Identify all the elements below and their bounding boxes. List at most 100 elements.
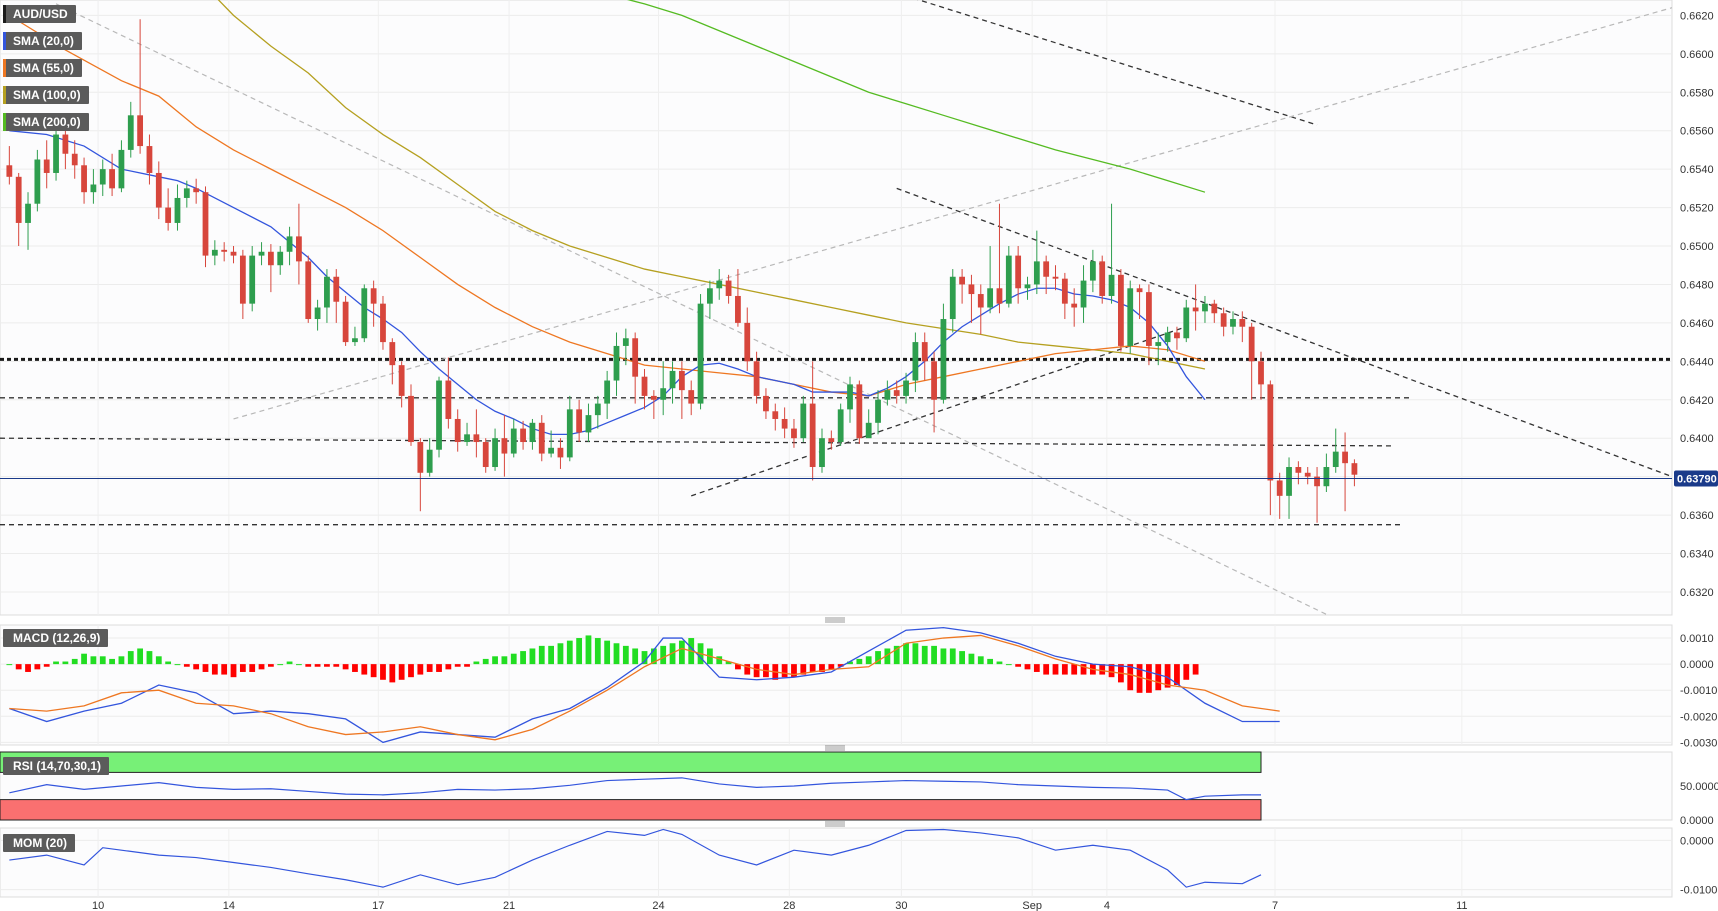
candle-body [725, 280, 732, 296]
macd-histogram-bar [903, 643, 909, 665]
macd-y-tick-label: -0.0010 [1680, 685, 1717, 697]
candle-body [454, 418, 461, 443]
legend-item-sma55[interactable]: SMA (55,0) [3, 59, 82, 77]
legend-swatch [3, 86, 6, 104]
candle-body [6, 165, 13, 177]
pane-resize-handle[interactable] [825, 617, 845, 623]
candle-body [501, 438, 508, 454]
x-tick-label: 17 [372, 900, 384, 911]
candle-body [604, 380, 611, 404]
macd-histogram-bar [155, 656, 162, 665]
macd-histogram-bar [594, 638, 601, 665]
macd-histogram-bar [296, 664, 302, 666]
macd-histogram-bar [324, 664, 330, 667]
x-tick-label: 14 [223, 900, 235, 911]
candle-body [1342, 451, 1348, 464]
macd-histogram-bar [258, 664, 265, 670]
legend-item-symbol[interactable]: AUD/USD [3, 5, 76, 23]
price-y-tick-label: 0.6520 [1680, 203, 1714, 215]
macd-histogram-bar [417, 664, 424, 675]
macd-histogram-bar [996, 661, 1003, 665]
macd-histogram-bar [43, 664, 50, 667]
sma200-line [626, 0, 1206, 193]
macd-histogram-bar [931, 645, 937, 665]
candle-body [43, 159, 50, 173]
candle-body [324, 276, 330, 308]
candle-body [996, 288, 1003, 304]
macd-histogram-bar [333, 664, 340, 667]
macd-histogram-bar [520, 651, 526, 665]
macd-histogram-bar [370, 664, 377, 678]
legend-label: MOM (20) [13, 836, 67, 850]
candle-body [1304, 472, 1311, 477]
current-price-label: 0.63790 [1677, 474, 1717, 486]
x-tick-label: 10 [92, 900, 104, 911]
candle-body [1351, 463, 1358, 475]
macd-histogram-bar [725, 661, 732, 665]
macd-histogram-bar [828, 664, 835, 670]
candle-body [1202, 303, 1208, 312]
macd-histogram-bar [1071, 664, 1078, 675]
candle-body [791, 428, 797, 439]
candle-body [1146, 292, 1152, 346]
candle-body [1211, 303, 1218, 314]
candle-body [1295, 467, 1302, 473]
legend-item-macd[interactable]: MACD (12,26,9) [3, 629, 109, 647]
legend-item-mom[interactable]: MOM (20) [3, 834, 75, 852]
candle-body [1220, 313, 1227, 327]
macd-histogram-bar [202, 664, 209, 672]
macd-histogram-bar [548, 645, 555, 665]
macd-y-tick-label: 0.0000 [1680, 659, 1714, 671]
candle-body [267, 251, 274, 266]
candle-body [1164, 332, 1171, 343]
candle-body [949, 276, 956, 320]
macd-histogram-bar [1024, 664, 1031, 670]
candle-body [781, 418, 788, 429]
candle-body [800, 403, 807, 439]
macd-histogram-bar [1080, 664, 1087, 675]
macd-histogram-bar [482, 658, 489, 665]
macd-histogram-bar [566, 640, 573, 665]
macd-histogram-bar [1005, 664, 1012, 666]
legend-item-sma200[interactable]: SMA (200,0) [3, 113, 89, 131]
legend-item-rsi[interactable]: RSI (14,70,30,1) [3, 757, 110, 775]
mom-plot [9, 828, 1262, 888]
legend-item-sma100[interactable]: SMA (100,0) [3, 86, 89, 104]
macd-histogram-bar [912, 643, 919, 665]
candle-body [202, 192, 209, 256]
macd-histogram-bar [426, 664, 433, 672]
candle-body [1043, 261, 1050, 277]
candle-body [1258, 361, 1264, 385]
legend-item-sma20[interactable]: SMA (20,0) [3, 32, 82, 50]
macd-histogram-bar [865, 656, 872, 665]
macd-histogram-bar [1043, 664, 1050, 675]
macd-histogram-bar [454, 664, 461, 667]
price-y-tick-label: 0.6460 [1680, 318, 1714, 330]
macd-histogram-bar [987, 658, 994, 665]
candle-body [697, 303, 704, 404]
macd-y-tick-label: 0.0010 [1680, 633, 1714, 645]
candle-body [211, 249, 218, 256]
candle-body [314, 307, 321, 320]
pane-resize-handle[interactable] [825, 821, 845, 827]
rising-trendline [691, 326, 1187, 497]
macd-histogram-bar [239, 664, 246, 672]
candle-body [1052, 276, 1059, 279]
candle-body [109, 169, 115, 189]
candle-body [1117, 274, 1124, 346]
candle-body [931, 361, 937, 400]
pane-resize-handle[interactable] [825, 745, 845, 751]
candle-body [576, 409, 583, 433]
macd-plot [6, 626, 1280, 744]
macd-histogram-bar [641, 651, 648, 665]
x-tick-label: 30 [895, 900, 907, 911]
macd-histogram-bar [267, 664, 274, 667]
rsi-overbought-zone [0, 751, 1262, 773]
candle-body [1024, 284, 1031, 289]
candle-body [977, 294, 984, 308]
candle-body [333, 276, 340, 302]
macd-histogram-bar [445, 664, 452, 670]
candle-body [1174, 332, 1180, 339]
price-y-tick-label: 0.6600 [1680, 49, 1714, 61]
